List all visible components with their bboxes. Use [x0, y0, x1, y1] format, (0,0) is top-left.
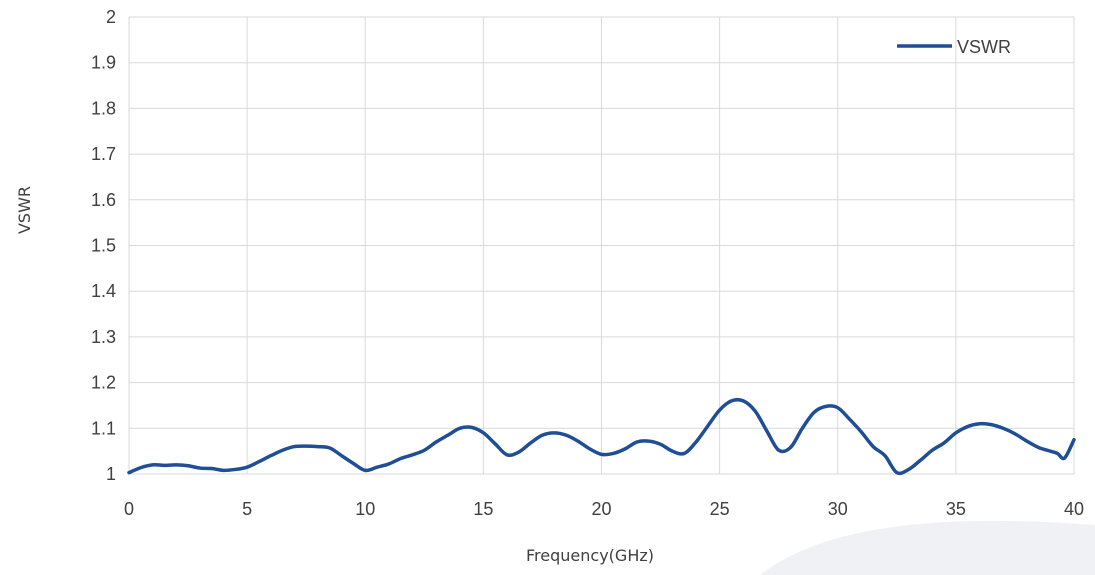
x-tick-label: 30: [828, 499, 848, 519]
y-tick-label: 1.9: [91, 53, 116, 73]
legend-label-vswr: VSWR: [957, 37, 1011, 57]
x-tick-label: 0: [124, 499, 134, 519]
y-tick-labels: 1 1.1 1.2 1.3 1.4 1.5 1.6 1.7 1.8 1.9 2: [91, 7, 116, 484]
x-tick-label: 10: [355, 499, 375, 519]
x-tick-label: 25: [710, 499, 730, 519]
y-tick-label: 1.2: [91, 373, 116, 393]
series-layer: [127, 397, 1076, 476]
y-tick-label: 1.8: [91, 98, 116, 118]
y-tick-label: 1: [106, 464, 116, 484]
y-tick-label: 2: [106, 7, 116, 27]
y-tick-label: 1.5: [91, 236, 116, 256]
y-tick-label: 1.1: [91, 418, 116, 438]
y-tick-label: 1.3: [91, 327, 116, 347]
grid: [128, 16, 1075, 475]
y-tick-label: 1.6: [91, 190, 116, 210]
x-axis-title: Frequency(GHz): [526, 546, 654, 565]
background-swoosh: [760, 520, 1095, 575]
y-axis-title: VSWR: [15, 186, 34, 234]
x-tick-label: 15: [473, 499, 493, 519]
x-tick-label: 40: [1064, 499, 1084, 519]
x-tick-label: 5: [242, 499, 252, 519]
legend: VSWR: [897, 37, 1011, 57]
y-tick-label: 1.7: [91, 144, 116, 164]
x-tick-label: 20: [591, 499, 611, 519]
x-tick-label: 35: [946, 499, 966, 519]
series-line-vswr: [127, 397, 1076, 476]
x-tick-labels: 0 5 10 15 20 25 30 35 40: [124, 499, 1084, 519]
y-tick-label: 1.4: [91, 281, 116, 301]
